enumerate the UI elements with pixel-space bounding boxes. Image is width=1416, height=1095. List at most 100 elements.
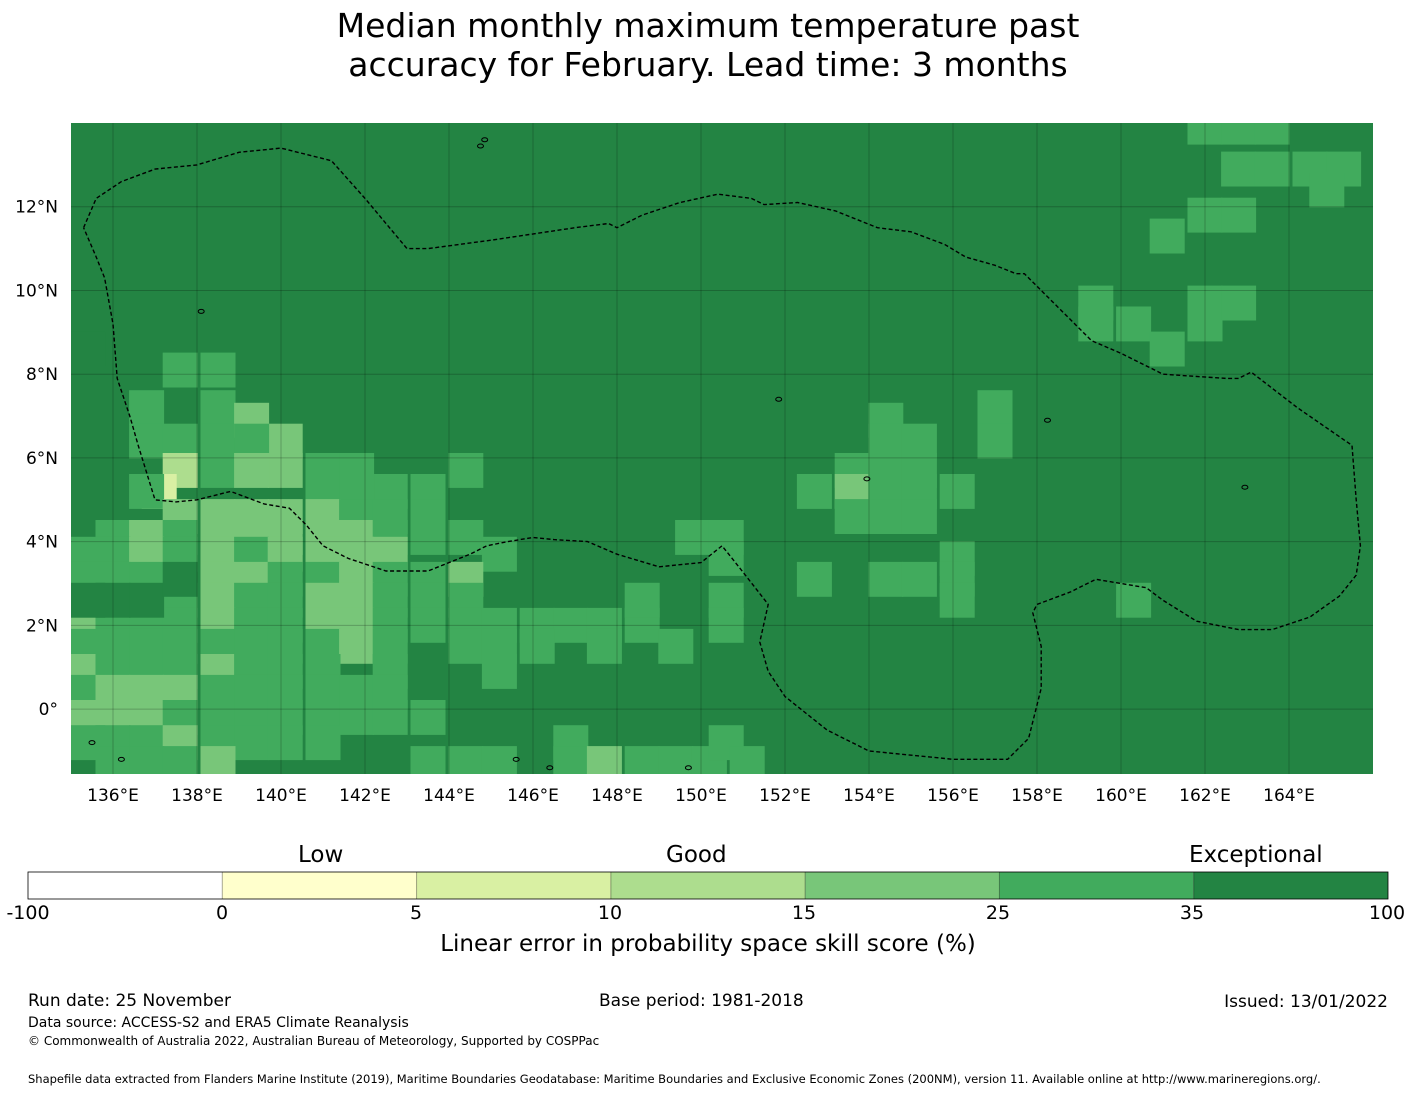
gridlines (71, 123, 1373, 774)
skill-cell (267, 725, 303, 761)
skill-cell (339, 700, 375, 735)
skill-cell (868, 499, 904, 534)
skill-cell (1078, 306, 1114, 342)
skill-cell (658, 628, 694, 664)
eez-boundary (82, 147, 1362, 760)
skill-cells (71, 123, 1362, 774)
skill-cell (977, 390, 1013, 426)
colorbar-tick: 0 (215, 902, 229, 924)
island-outline (512, 756, 520, 762)
base-period: Base period: 1981-2018 (599, 991, 804, 1011)
skill-cell (129, 423, 165, 459)
issued-date: Issued: 13/01/2022 (1224, 992, 1388, 1012)
y-tick-label: 0° (39, 700, 58, 720)
x-tick-label: 146°E (507, 786, 559, 806)
skill-cell (796, 561, 832, 597)
skill-cell (481, 746, 517, 774)
x-tick-label: 156°E (927, 786, 979, 806)
skill-cell (162, 746, 198, 774)
island-outline (88, 740, 96, 746)
skill-cell (553, 746, 589, 774)
skill-cell (901, 423, 937, 459)
skill-cell (448, 520, 484, 555)
x-tick-label: 138°E (171, 786, 223, 806)
colorbar-segment (999, 872, 1194, 899)
colorbar-segment (416, 872, 611, 899)
category-good-label: Good (666, 842, 727, 868)
skill-cell (708, 541, 744, 576)
skill-cell (1254, 123, 1290, 145)
skill-cell (901, 561, 937, 597)
x-tick-label: 136°E (87, 786, 139, 806)
skill-cell (658, 746, 694, 774)
x-tick-label: 160°E (1095, 786, 1147, 806)
category-exceptional-label: Exceptional (1189, 842, 1323, 868)
skill-cell (1116, 582, 1152, 618)
skill-cell (410, 746, 446, 774)
colorbar-tick: -100 (6, 902, 50, 924)
skill-cell (200, 746, 236, 774)
run-date: Run date: 25 November (28, 991, 231, 1011)
skill-cell (448, 628, 484, 664)
skill-cell (339, 628, 375, 664)
island-outline (117, 756, 125, 762)
y-tick-label: 4°N (26, 533, 58, 553)
skill-cell (372, 700, 408, 735)
skill-cell (1309, 172, 1345, 208)
shapefile-credit: Shapefile data extracted from Flanders M… (28, 1072, 1321, 1086)
island-outline (775, 396, 783, 402)
colorbar-tick: 5 (409, 902, 423, 924)
skill-cell (129, 474, 165, 509)
skill-cell (129, 582, 165, 618)
skill-cell (200, 423, 236, 459)
y-tick-label: 2°N (26, 616, 58, 636)
colorbar-tick: 10 (597, 902, 623, 924)
x-tick-label: 140°E (255, 786, 307, 806)
y-tick-label: 10°N (15, 281, 58, 301)
skill-cell (410, 520, 446, 555)
x-tick-label: 152°E (759, 786, 811, 806)
y-tick-label: 6°N (26, 449, 58, 469)
island-outline (684, 765, 692, 771)
island-outline (863, 476, 871, 482)
skill-cell (129, 746, 165, 774)
skill-cell (234, 423, 270, 459)
skill-cell (1221, 197, 1257, 233)
colorbar-segment (1193, 872, 1388, 899)
skill-cell (1254, 151, 1290, 187)
category-low-label: Low (298, 842, 344, 868)
skill-cell (1187, 123, 1223, 145)
skill-cell (868, 423, 904, 459)
x-tick-label: 148°E (591, 786, 643, 806)
x-tick-label: 158°E (1011, 786, 1063, 806)
skill-cell (162, 561, 198, 597)
skill-cell (1221, 151, 1257, 187)
colorbar-frame (27, 871, 1389, 900)
skill-cell (624, 582, 660, 618)
colorbar-tick: 25 (985, 902, 1011, 924)
skill-cell (1187, 197, 1223, 233)
skill-cell (267, 453, 303, 488)
island-outline (477, 143, 484, 149)
copyright: © Commonwealth of Australia 2022, Austra… (28, 1034, 600, 1048)
skill-cell (448, 746, 484, 774)
x-tick-label: 144°E (423, 786, 475, 806)
skill-cell (1116, 306, 1152, 342)
skill-cell (939, 474, 975, 509)
skill-cell (162, 352, 198, 388)
title-line-2: accuracy for February. Lead time: 3 mont… (348, 45, 1068, 84)
skill-cell (410, 700, 446, 735)
skill-cell (200, 352, 236, 388)
colorbar-label: Linear error in probability space skill … (440, 931, 976, 957)
island-outline (546, 765, 554, 771)
skill-cell (200, 453, 236, 488)
y-tick-label: 8°N (26, 365, 58, 385)
skill-cell (939, 582, 975, 618)
skill-cell (868, 561, 904, 597)
island-outline (1044, 417, 1051, 423)
skill-cell (977, 423, 1013, 459)
skill-cell (553, 607, 589, 643)
skill-cell (519, 628, 555, 664)
chart-title: Median monthly maximum temperature past … (0, 6, 1416, 84)
